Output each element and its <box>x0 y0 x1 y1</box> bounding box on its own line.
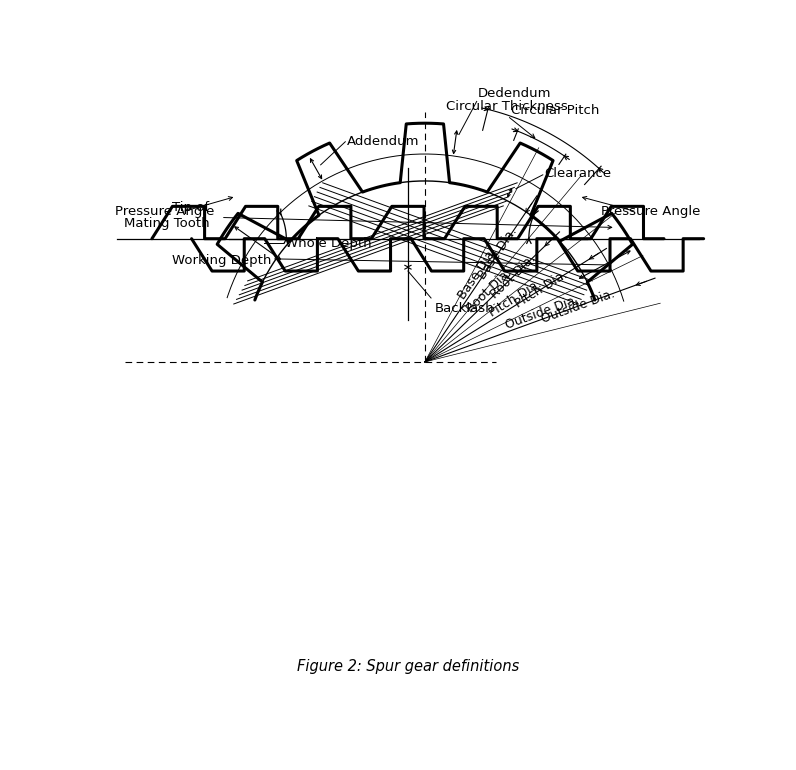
Text: Backlash: Backlash <box>435 302 494 315</box>
Text: Circular Pitch: Circular Pitch <box>511 104 599 117</box>
Text: Dedendum: Dedendum <box>478 87 552 100</box>
Text: Pressure Angle: Pressure Angle <box>115 206 215 218</box>
Text: Root Dia.: Root Dia. <box>488 252 538 301</box>
Text: Working Depth: Working Depth <box>171 254 271 267</box>
Text: Outside Dia.: Outside Dia. <box>503 293 580 332</box>
Text: Tip of
Mating Tooth: Tip of Mating Tooth <box>123 202 209 230</box>
Text: Root Dia.: Root Dia. <box>465 266 515 316</box>
Text: Pitch Dia.: Pitch Dia. <box>486 277 544 320</box>
Text: Pitch Dia.: Pitch Dia. <box>513 268 571 310</box>
Text: Figure 2: Spur gear definitions: Figure 2: Spur gear definitions <box>297 659 519 674</box>
Text: Clearance: Clearance <box>544 167 611 179</box>
Text: Addendum: Addendum <box>347 136 419 149</box>
Text: Base Dia.: Base Dia. <box>476 226 520 282</box>
Text: Base Dia.: Base Dia. <box>455 245 499 302</box>
Text: Outside Dia.: Outside Dia. <box>540 287 616 326</box>
Text: Whole Depth: Whole Depth <box>285 236 371 249</box>
Text: Circular Thickness: Circular Thickness <box>447 100 568 113</box>
Text: Pressure Angle: Pressure Angle <box>601 206 700 218</box>
